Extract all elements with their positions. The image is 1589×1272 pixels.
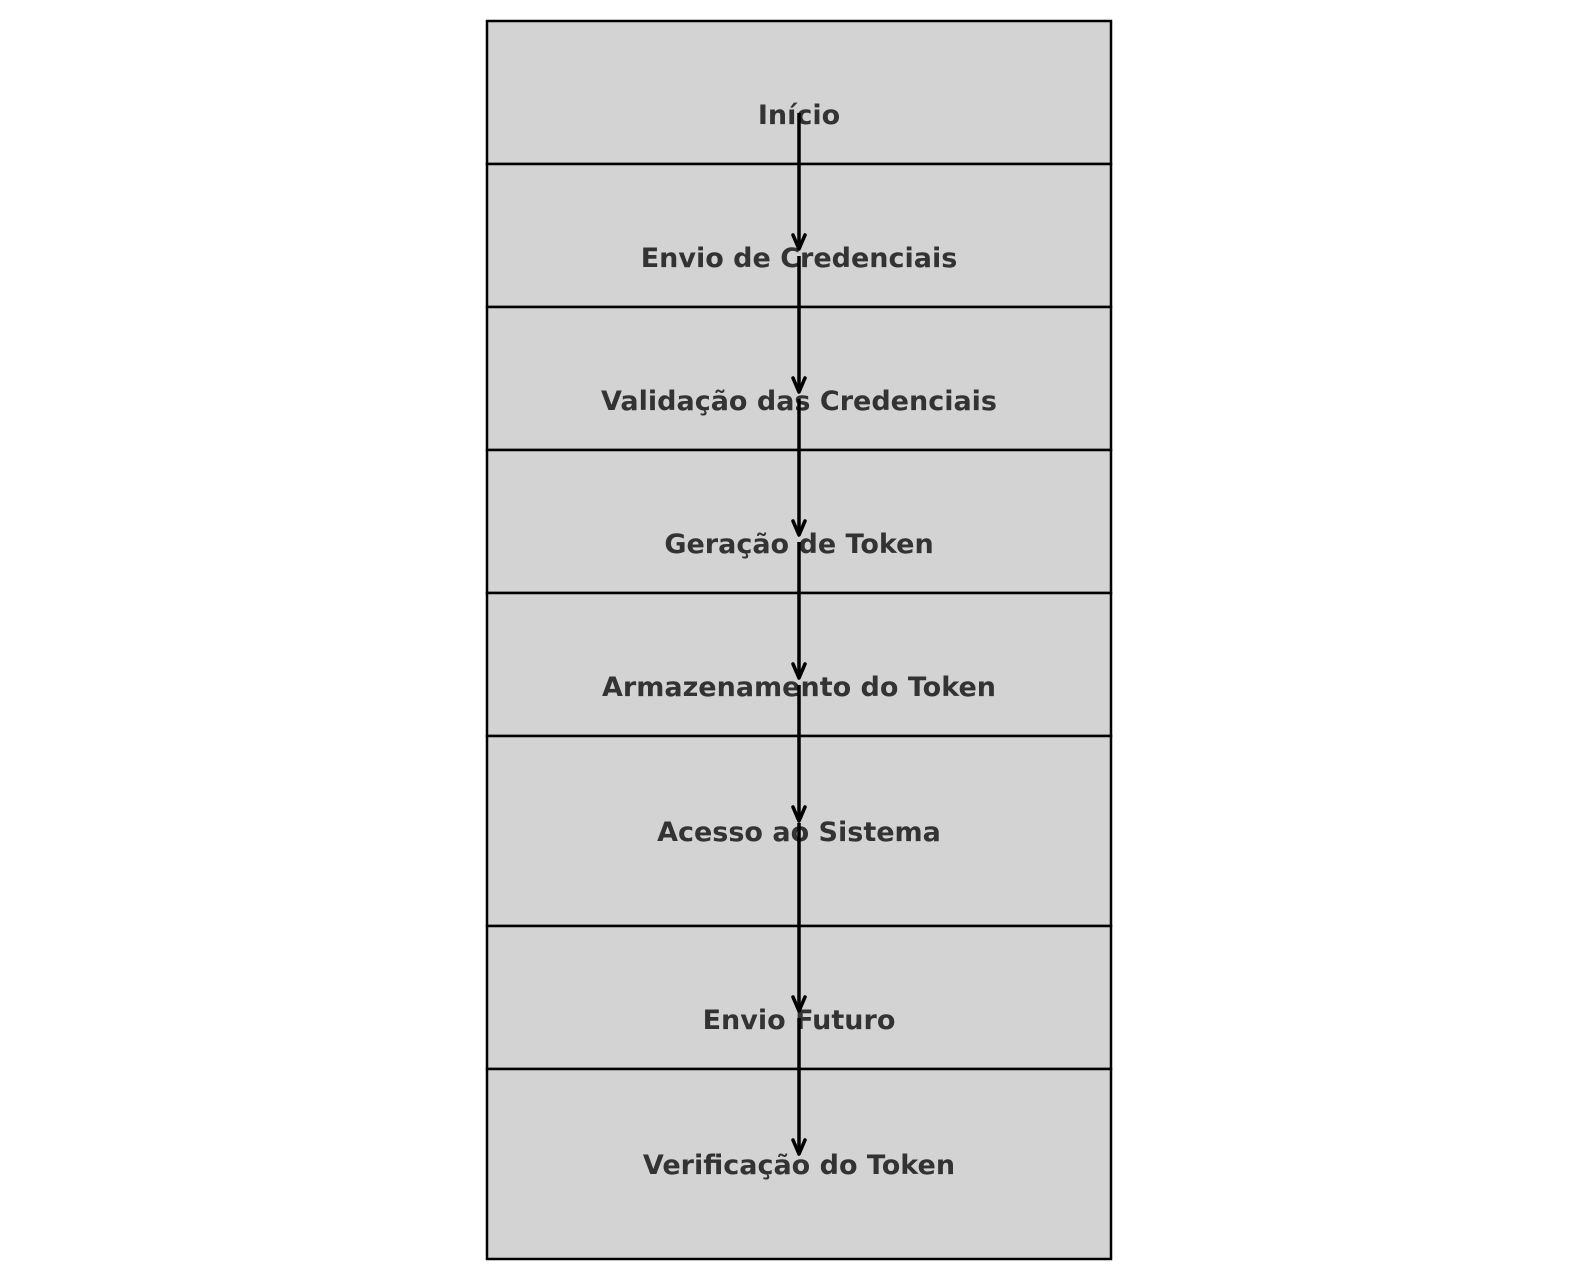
arrow-head-icon <box>791 233 807 251</box>
arrow-head-icon <box>791 1138 807 1156</box>
arrow-head-icon <box>791 376 807 394</box>
arrow-head-icon <box>791 519 807 537</box>
arrow-head-icon <box>791 995 807 1013</box>
flow-arrows <box>791 113 807 1156</box>
arrow-head-icon <box>791 662 807 680</box>
arrow-head-icon <box>791 805 807 823</box>
